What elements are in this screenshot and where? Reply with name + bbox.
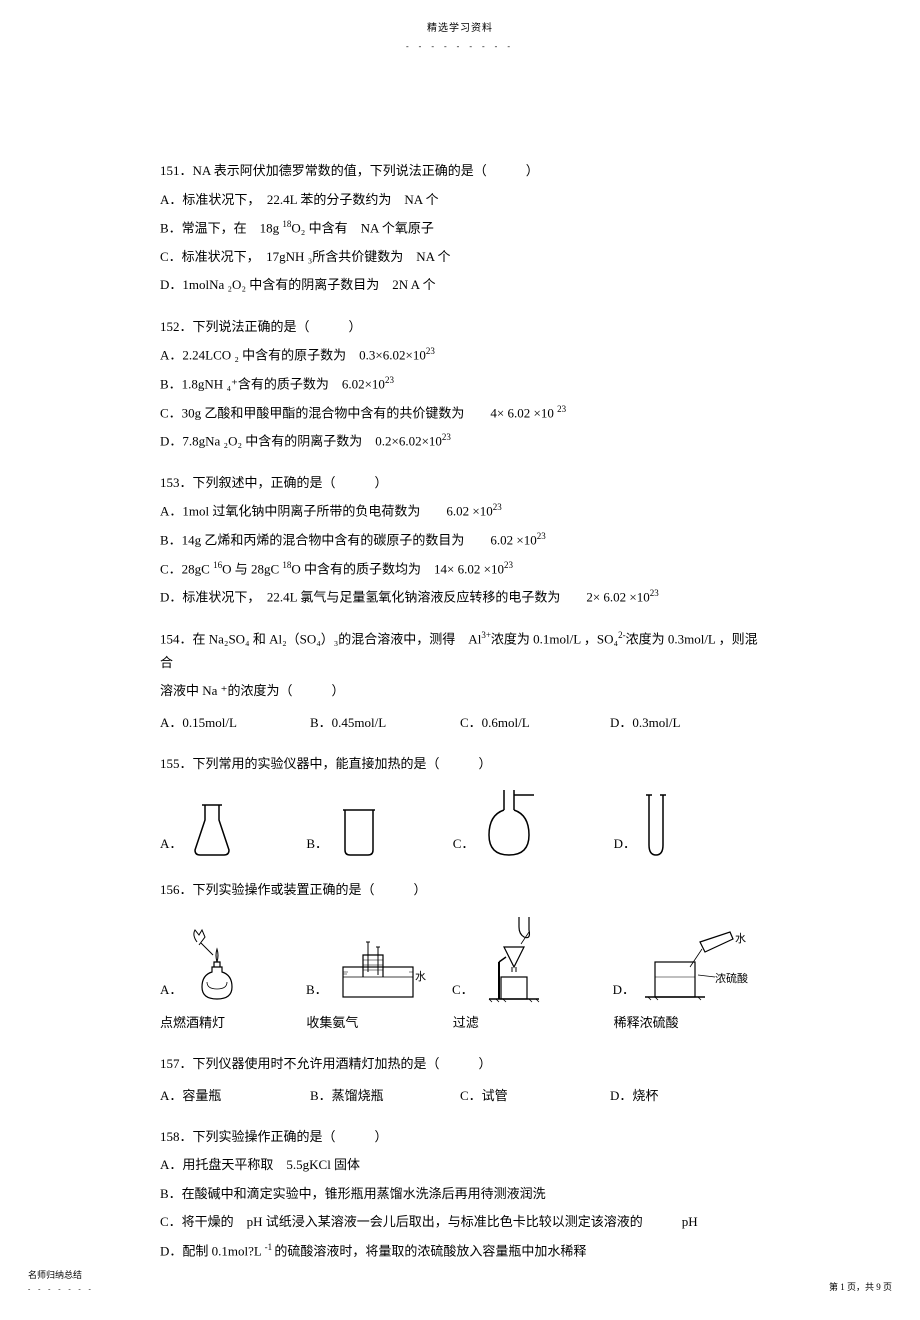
q153-title: 153．下列叙述中，正确的是（ ）	[160, 471, 760, 494]
q156-capC: 过滤	[453, 1011, 614, 1034]
q156-capB: 收集氨气	[306, 1011, 452, 1034]
header-title: 精选学习资料	[0, 0, 920, 38]
q153-A: A．1mol 过氧化钠中阴离子所带的负电荷数为 6.02 ×1023	[160, 499, 760, 523]
q154-B: B．0.45mol/L	[310, 711, 460, 734]
question-157: 157．下列仪器使用时不允许用酒精灯加热的是（ ） A．容量瓶 B．蒸馏烧瓶 C…	[160, 1052, 760, 1107]
q158-title: 158．下列实验操作正确的是（ ）	[160, 1125, 760, 1148]
footer-dots: - - - - - - -	[28, 1283, 94, 1296]
q153-D: D．标准状况下， 22.4L 氯气与足量氢氧化钠溶液反应转移的电子数为 2× 6…	[160, 585, 760, 609]
q151-B: B．常温下，在 18g 18O₂ 中含有 NA 个氧原子	[160, 216, 760, 240]
q157-B: B．蒸馏烧瓶	[310, 1084, 460, 1107]
test-tube-icon	[641, 790, 671, 860]
q156-opt-A: A．	[160, 927, 306, 1007]
q156-opt-B: B． 水	[306, 927, 452, 1007]
content: 151．NA 表示阿伏加德罗常数的值，下列说法正确的是（ ） A．标准状况下， …	[0, 54, 920, 1320]
question-151: 151．NA 表示阿伏加德罗常数的值，下列说法正确的是（ ） A．标准状况下， …	[160, 159, 760, 296]
q155-opt-A: A．	[160, 800, 306, 860]
q156-opt-D: D． 水 浓硫酸	[613, 927, 760, 1007]
q152-C: C．30g 乙酸和甲酸甲酯的混合物中含有的共价键数为 4× 6.02 ×10 2…	[160, 401, 760, 425]
water-label-d: 水	[735, 932, 746, 945]
q157-A: A．容量瓶	[160, 1084, 310, 1107]
dilute-acid-icon: 水 浓硫酸	[640, 927, 760, 1007]
alcohol-lamp-icon	[187, 927, 247, 1007]
round-flask-icon	[479, 785, 539, 860]
q152-title: 152．下列说法正确的是（ ）	[160, 315, 760, 338]
q154-D: D．0.3mol/L	[610, 711, 760, 734]
footer-right: 第 1 页，共 9 页	[829, 1279, 892, 1295]
q156-opt-C: C．	[452, 912, 613, 1007]
q157-D: D．烧杯	[610, 1084, 760, 1107]
q152-B: B．1.8gNH ₄⁺含有的质子数为 6.02×1023	[160, 372, 760, 396]
q154-A: A．0.15mol/L	[160, 711, 310, 734]
gas-collection-icon: 水	[333, 927, 428, 1007]
filtration-icon	[479, 912, 549, 1007]
water-label: 水	[415, 970, 426, 983]
q152-D: D．7.8gNa ₂O₂ 中含有的阴离子数为 0.2×6.02×1023	[160, 429, 760, 453]
q155-title: 155．下列常用的实验仪器中，能直接加热的是（ ）	[160, 752, 760, 775]
q157-options: A．容量瓶 B．蒸馏烧瓶 C．试管 D．烧杯	[160, 1084, 760, 1107]
header-dots: - - - - - - - - -	[0, 40, 920, 54]
q156-capA: 点燃酒精灯	[160, 1011, 306, 1034]
q158-B: B．在酸碱中和滴定实验中，锥形瓶用蒸馏水洗涤后再用待测液润洗	[160, 1182, 760, 1205]
q154-title: 154．在 Na₂SO₄ 和 Al₂（SO₄）₃的混合溶液中，测得 Al3+浓度…	[160, 627, 760, 674]
q154-C: C．0.6mol/L	[460, 711, 610, 734]
q155-opt-D: D．	[614, 790, 760, 860]
q152-A: A．2.24LCO ₂ 中含有的原子数为 0.3×6.02×1023	[160, 343, 760, 367]
acid-label: 浓硫酸	[715, 971, 748, 985]
question-158: 158．下列实验操作正确的是（ ） A．用托盘天平称取 5.5gKCl 固体 B…	[160, 1125, 760, 1262]
q154-options: A．0.15mol/L B．0.45mol/L C．0.6mol/L D．0.3…	[160, 711, 760, 734]
q156-capD: 稀释浓硫酸	[614, 1011, 760, 1034]
q154-line2: 溶液中 Na ⁺的浓度为（ ）	[160, 679, 760, 702]
q158-A: A．用托盘天平称取 5.5gKCl 固体	[160, 1153, 760, 1176]
question-152: 152．下列说法正确的是（ ） A．2.24LCO ₂ 中含有的原子数为 0.3…	[160, 315, 760, 453]
q151-A: A．标准状况下， 22.4L 苯的分子数约为 NA 个	[160, 188, 760, 211]
q151-D: D．1molNa ₂O₂ 中含有的阴离子数目为 2N A 个	[160, 273, 760, 296]
question-153: 153．下列叙述中，正确的是（ ） A．1mol 过氧化钠中阴离子所带的负电荷数…	[160, 471, 760, 609]
q156-title: 156．下列实验操作或装置正确的是（ ）	[160, 878, 760, 901]
beaker-icon	[333, 800, 383, 860]
q158-D: D．配制 0.1mol?L -1 的硫酸溶液时，将量取的浓硫酸放入容量瓶中加水稀…	[160, 1239, 760, 1263]
q153-C: C．28gC 16O 与 28gC 18O 中含有的质子数均为 14× 6.02…	[160, 557, 760, 581]
q151-title: 151．NA 表示阿伏加德罗常数的值，下列说法正确的是（ ）	[160, 159, 760, 182]
q151-C: C．标准状况下， 17gNH ₃所含共价键数为 NA 个	[160, 245, 760, 268]
q157-C: C．试管	[460, 1084, 610, 1107]
q157-title: 157．下列仪器使用时不允许用酒精灯加热的是（ ）	[160, 1052, 760, 1075]
q158-C: C．将干燥的 pH 试纸浸入某溶液一会儿后取出，与标准比色卡比较以测定该溶液的 …	[160, 1210, 760, 1233]
question-154: 154．在 Na₂SO₄ 和 Al₂（SO₄）₃的混合溶液中，测得 Al3+浓度…	[160, 627, 760, 734]
q153-B: B．14g 乙烯和丙烯的混合物中含有的碳原子的数目为 6.02 ×1023	[160, 528, 760, 552]
q155-opt-C: C．	[453, 785, 614, 860]
q155-opt-B: B．	[306, 800, 452, 860]
conical-flask-icon	[187, 800, 237, 860]
footer-left: 名师归纳总结 - - - - - - -	[28, 1267, 94, 1296]
question-156: 156．下列实验操作或装置正确的是（ ） A． B．	[160, 878, 760, 1034]
question-155: 155．下列常用的实验仪器中，能直接加热的是（ ） A． B． C．	[160, 752, 760, 860]
